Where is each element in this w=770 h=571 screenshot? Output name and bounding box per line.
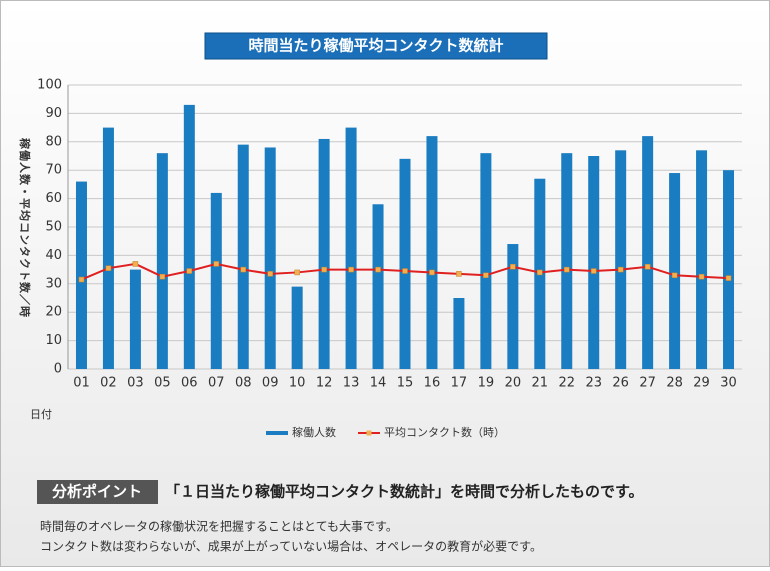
x-tick-label: 20 xyxy=(505,376,522,391)
analysis-line: 時間毎のオペレータの稼働状況を把握することはとても大事です。 xyxy=(40,519,398,534)
bar xyxy=(696,150,708,369)
x-tick-label: 17 xyxy=(451,376,468,391)
x-tick-label: 10 xyxy=(289,376,306,391)
bar xyxy=(426,136,438,369)
bar xyxy=(723,170,735,369)
x-axis-label: 日付 xyxy=(30,408,52,421)
x-tick-label: 13 xyxy=(343,376,360,391)
x-tick-label: 09 xyxy=(262,376,279,391)
y-tick-label: 60 xyxy=(45,191,62,206)
marker xyxy=(294,269,300,276)
marker xyxy=(537,269,543,276)
x-tick-label: 27 xyxy=(639,376,656,391)
marker xyxy=(375,266,381,273)
marker xyxy=(213,261,220,267)
x-tick-label: 21 xyxy=(532,376,549,391)
bar xyxy=(507,244,519,369)
bar xyxy=(129,269,141,369)
x-tick-label: 15 xyxy=(397,376,414,391)
marker xyxy=(483,272,489,279)
x-tick-label: 22 xyxy=(558,376,575,391)
analysis-headline: 「１日当たり稼働平均コンタクト数統計」を時間で分析したものです。 xyxy=(165,483,644,501)
x-tick-label: 01 xyxy=(73,376,90,391)
bar xyxy=(237,144,249,369)
x-tick-label: 05 xyxy=(154,376,171,391)
marker xyxy=(617,266,624,273)
bar xyxy=(669,173,681,369)
bar xyxy=(480,153,492,369)
marker xyxy=(725,275,732,281)
marker xyxy=(644,264,651,270)
x-tick-label: 26 xyxy=(612,376,629,391)
y-tick-label: 10 xyxy=(45,333,62,348)
marker xyxy=(105,265,112,271)
x-tick-label: 03 xyxy=(127,376,144,391)
legend-swatch xyxy=(266,431,288,435)
marker xyxy=(132,261,139,267)
bar xyxy=(75,181,87,369)
y-axis-label: 稼働人数・平均コンタクト数／時 xyxy=(18,138,32,318)
marker xyxy=(510,264,516,270)
title-box xyxy=(204,32,548,60)
bar xyxy=(183,104,195,369)
y-tick-label: 100 xyxy=(37,78,62,93)
bar xyxy=(615,150,627,369)
marker xyxy=(590,268,597,274)
bar xyxy=(318,138,330,369)
bar xyxy=(102,127,114,369)
bar xyxy=(588,156,600,369)
x-tick-label: 08 xyxy=(235,376,252,391)
marker xyxy=(698,273,705,280)
bar xyxy=(399,158,411,369)
y-tick-label: 20 xyxy=(45,305,62,320)
analysis-tag: 分析ポイント xyxy=(52,483,142,501)
chart-title: 時間当たり稼働平均コンタクト数統計 xyxy=(248,37,503,55)
marker xyxy=(429,269,435,276)
marker xyxy=(240,266,246,273)
y-tick-label: 90 xyxy=(45,106,62,121)
marker xyxy=(456,271,462,277)
x-tick-label: 16 xyxy=(424,376,441,391)
marker xyxy=(348,266,354,273)
bar xyxy=(642,136,654,369)
marker xyxy=(267,271,273,277)
bar xyxy=(264,147,276,369)
analysis-line: コンタクト数は変わらないが、成果が上がっていない場合は、オペレータの教育が必要で… xyxy=(40,539,542,554)
x-tick-label: 02 xyxy=(100,376,117,391)
y-tick-label: 70 xyxy=(45,163,62,178)
legend-label: 平均コンタクト数（時） xyxy=(384,426,505,439)
marker xyxy=(402,268,408,274)
bar xyxy=(453,298,465,369)
marker xyxy=(564,266,570,273)
legend-label: 稼働人数 xyxy=(292,425,336,439)
x-tick-label: 19 xyxy=(478,376,495,391)
bar xyxy=(345,127,357,369)
y-tick-label: 0 xyxy=(54,362,62,377)
marker xyxy=(321,266,327,273)
marker xyxy=(671,272,678,279)
bar xyxy=(561,153,573,369)
bar xyxy=(210,192,222,369)
marker xyxy=(186,268,193,274)
marker xyxy=(159,273,166,280)
bar xyxy=(156,153,168,369)
x-tick-label: 14 xyxy=(370,376,387,391)
bar xyxy=(291,286,303,369)
x-tick-label: 28 xyxy=(666,376,683,391)
y-tick-label: 80 xyxy=(45,134,62,149)
marker xyxy=(78,276,85,283)
y-tick-label: 30 xyxy=(45,276,62,291)
y-tick-label: 50 xyxy=(45,220,62,235)
x-tick-label: 23 xyxy=(585,376,602,391)
x-tick-label: 06 xyxy=(181,376,198,391)
x-tick-label: 12 xyxy=(316,376,333,391)
x-tick-label: 07 xyxy=(208,376,225,391)
x-tick-label: 29 xyxy=(693,376,710,391)
analysis-tag-box xyxy=(37,480,158,504)
y-tick-label: 40 xyxy=(45,248,62,263)
x-tick-label: 30 xyxy=(720,376,737,391)
bar xyxy=(372,204,384,369)
legend-swatch xyxy=(366,430,372,436)
